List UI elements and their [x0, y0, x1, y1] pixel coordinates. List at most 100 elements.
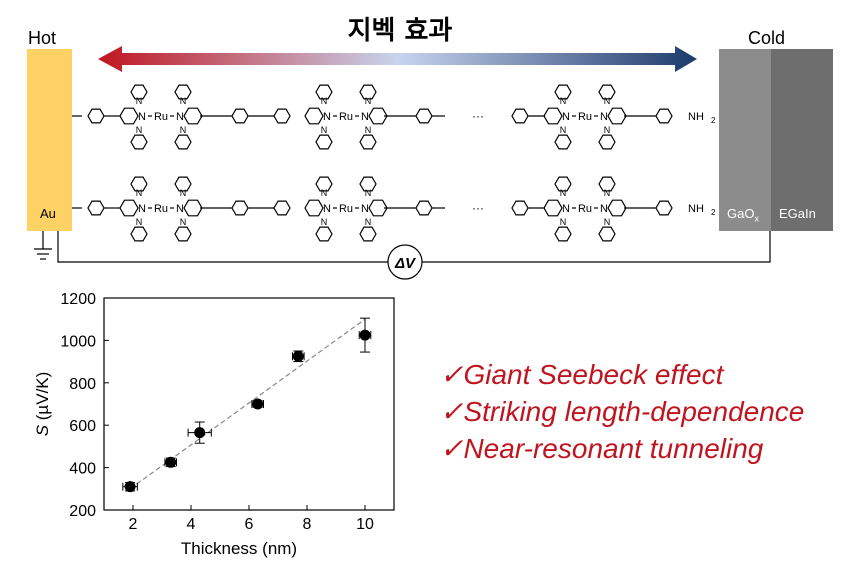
nitrogen-label: N: [321, 125, 328, 135]
aromatic-ring: [315, 84, 333, 100]
aromatic-ring: [655, 200, 673, 216]
nitrogen-label: N: [604, 125, 611, 135]
seebeck-chart: 2 4 6 8 10 200 400 600 800 1000 1200 Thickness (nm)…: [33, 291, 395, 558]
aromatic-ring: [174, 134, 192, 150]
amine-subscript: 2: [711, 208, 716, 217]
plot-frame: [103, 297, 395, 511]
aromatic-ring: [231, 200, 249, 216]
x-tick-label: 4: [187, 516, 196, 533]
data-point: [358, 317, 372, 353]
ruthenium-label: Ru: [578, 111, 592, 123]
aromatic-ring: [304, 199, 324, 217]
aromatic-ring: [511, 108, 529, 124]
aromatic-ring: [554, 134, 572, 150]
nitrogen-label: N: [365, 188, 372, 198]
aromatic-ring: [554, 226, 572, 242]
nitrogen-label: N: [180, 96, 187, 106]
aromatic-ring: [607, 107, 627, 125]
voltage-label: ΔV: [394, 255, 417, 272]
y-tick-label: 800: [69, 376, 96, 393]
aromatic-ring: [304, 107, 324, 125]
highlights-list: ✓Giant Seebeck effect ✓Striking length-d…: [440, 356, 804, 467]
aromatic-ring: [511, 200, 529, 216]
point-marker: [124, 481, 136, 493]
aromatic-ring: [183, 107, 203, 125]
chain-continuation: ···: [472, 201, 484, 215]
data-point: [292, 350, 305, 363]
ruthenium-label: Ru: [154, 111, 168, 123]
x-tick-label: 6: [245, 516, 254, 533]
thermal-gradient-arrow: [98, 46, 697, 72]
aromatic-ring: [598, 134, 616, 150]
aromatic-ring: [315, 134, 333, 150]
nitrogen-label: N: [560, 96, 567, 106]
nitrogen-label: N: [321, 188, 328, 198]
aromatic-ring: [130, 176, 148, 192]
aromatic-ring: [598, 176, 616, 192]
nitrogen-label: N: [323, 203, 331, 215]
nitrogen-label: N: [365, 125, 372, 135]
aromatic-ring: [130, 134, 148, 150]
aromatic-ring: [174, 84, 192, 100]
ruthenium-label: Ru: [154, 203, 168, 215]
nitrogen-label: N: [365, 217, 372, 227]
data-point: [187, 421, 212, 444]
point-marker: [292, 350, 304, 362]
nitrogen-label: N: [361, 203, 369, 215]
gallium-oxide-label: GaOx: [727, 206, 759, 224]
nitrogen-label: N: [560, 188, 567, 198]
y-tick-label: 600: [69, 418, 96, 435]
nitrogen-label: N: [560, 217, 567, 227]
aromatic-ring: [273, 200, 291, 216]
aromatic-ring: [415, 200, 433, 216]
aromatic-ring: [543, 199, 563, 217]
nitrogen-label: N: [560, 125, 567, 135]
aromatic-ring: [87, 108, 105, 124]
aromatic-ring: [415, 108, 433, 124]
aromatic-ring: [315, 226, 333, 242]
amine-group: NH: [688, 111, 704, 123]
aromatic-ring: [183, 199, 203, 217]
highlight-item: ✓Giant Seebeck effect: [440, 359, 724, 390]
gold-electrode-label: Au: [40, 206, 56, 221]
ruthenium-label: Ru: [339, 111, 353, 123]
hot-label: Hot: [28, 28, 57, 48]
aromatic-ring: [368, 107, 388, 125]
gold-electrode: [27, 49, 72, 231]
amine-group: NH: [688, 203, 704, 215]
aromatic-ring: [607, 199, 627, 217]
aromatic-ring: [174, 176, 192, 192]
nitrogen-label: N: [604, 188, 611, 198]
aromatic-ring: [87, 200, 105, 216]
point-marker: [252, 398, 264, 410]
highlight-item: ✓Near-resonant tunneling: [440, 433, 764, 464]
nitrogen-label: N: [365, 96, 372, 106]
egain-label: EGaIn: [779, 206, 816, 221]
y-axis-label: S (µV/K): [33, 372, 52, 437]
nitrogen-label: N: [136, 96, 143, 106]
ruthenium-label: Ru: [578, 203, 592, 215]
aromatic-ring: [130, 226, 148, 242]
nitrogen-label: N: [176, 203, 184, 215]
data-point: [164, 456, 177, 468]
nitrogen-label: N: [562, 111, 570, 123]
cold-label: Cold: [748, 28, 786, 48]
aromatic-ring: [368, 199, 388, 217]
aromatic-ring: [174, 226, 192, 242]
nitrogen-label: N: [136, 217, 143, 227]
nitrogen-label: N: [138, 111, 146, 123]
nitrogen-label: N: [136, 188, 143, 198]
point-marker: [165, 456, 177, 468]
ruthenium-label: Ru: [339, 203, 353, 215]
aromatic-ring: [359, 134, 377, 150]
y-tick-label: 1200: [60, 291, 96, 308]
nitrogen-label: N: [180, 217, 187, 227]
aromatic-ring: [554, 84, 572, 100]
aromatic-ring: [359, 84, 377, 100]
nitrogen-label: N: [180, 125, 187, 135]
amine-subscript: 2: [711, 116, 716, 125]
nitrogen-label: N: [323, 111, 331, 123]
aromatic-ring: [543, 107, 563, 125]
